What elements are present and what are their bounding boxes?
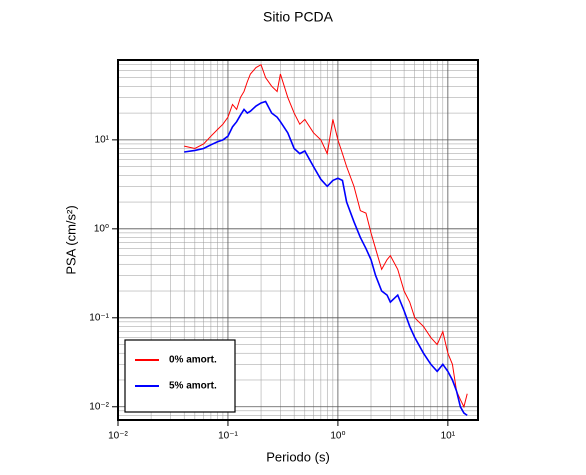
x-tick-label: 10⁰ xyxy=(330,431,345,442)
y-axis-label: PSA (cm/s²) xyxy=(63,205,78,274)
x-axis-label: Periodo (s) xyxy=(266,449,330,464)
legend-box xyxy=(124,339,236,413)
chart-title: Sitio PCDA xyxy=(263,9,334,25)
y-tick-label: 10⁰ xyxy=(94,223,109,234)
legend-label: 0% amort. xyxy=(169,355,217,366)
plot-frame xyxy=(117,59,479,421)
x-tick-label: 10¹ xyxy=(441,431,456,442)
x-tick-label: 10⁻¹ xyxy=(218,431,238,442)
y-tick-label: 10¹ xyxy=(95,135,110,146)
y-tick-label: 10⁻¹ xyxy=(89,312,109,323)
legend-label: 5% amort. xyxy=(169,381,217,392)
y-tick-label: 10⁻² xyxy=(89,401,109,412)
series-line xyxy=(184,100,468,417)
x-tick-label: 10⁻² xyxy=(108,431,128,442)
series-line xyxy=(184,63,468,409)
